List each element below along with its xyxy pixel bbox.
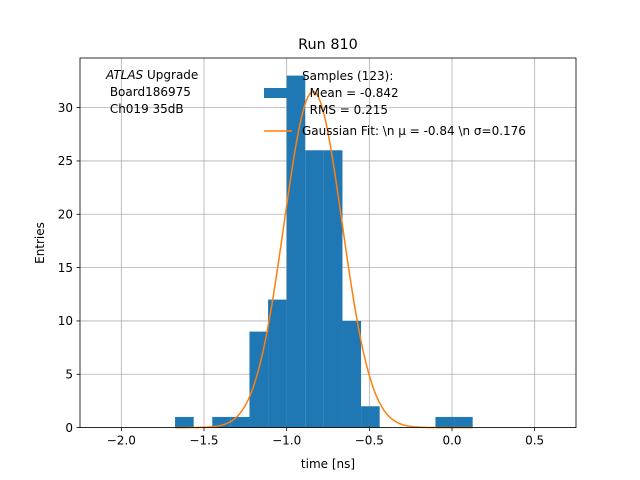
- legend: Samples (123): Mean = -0.842 RMS = 0.215…: [264, 69, 526, 138]
- x-tick-label-1: −1.5: [189, 434, 218, 448]
- atlas-label: ATLAS Upgrade: [105, 68, 198, 82]
- histogram-bars: [175, 75, 473, 428]
- chart-title: Run 810: [298, 37, 358, 53]
- histogram-bar-15: [454, 416, 473, 428]
- y-tick-label-1: 5: [65, 368, 73, 382]
- histogram-bar-9: [342, 320, 362, 428]
- x-axis-label: time [ns]: [301, 457, 355, 471]
- legend-samples-line-1: Samples (123):: [302, 69, 393, 83]
- x-tick-label-0: −2.0: [107, 434, 136, 448]
- histogram-bar-7: [305, 150, 324, 428]
- histogram-bar-2: [212, 416, 231, 428]
- y-tick-label-0: 0: [65, 421, 73, 435]
- atlas-italic: ATLAS: [105, 68, 144, 82]
- histogram-bar-3: [230, 416, 250, 428]
- x-tick-label-3: −0.5: [355, 434, 384, 448]
- x-tick-label-4: 0.0: [442, 434, 461, 448]
- channel-label: Ch019 35dB: [106, 102, 184, 116]
- atlas-annotation: ATLAS Upgrade Board186975 Ch019 35dB: [105, 68, 198, 116]
- x-tick-label-5: 0.5: [525, 434, 544, 448]
- y-tick-label-3: 15: [58, 261, 73, 275]
- plot-frame: [79, 57, 577, 429]
- legend-fit-label: Gaussian Fit: \n μ = -0.84 \n σ=0.176: [302, 124, 526, 138]
- legend-samples-swatch: [264, 88, 292, 98]
- histogram-bar-8: [323, 150, 343, 428]
- y-tick-label-5: 25: [58, 154, 73, 168]
- y-tick-label-4: 20: [58, 208, 73, 222]
- histogram-bar-0: [175, 416, 194, 428]
- histogram-bar-4: [249, 331, 269, 428]
- histogram-bar-6: [286, 75, 306, 428]
- legend-samples-line-2: Mean = -0.842: [302, 86, 399, 100]
- histogram-bar-10: [361, 406, 380, 428]
- atlas-upgrade: Upgrade: [143, 68, 198, 82]
- y-axis-ticks: 0 5 10 15 20 25 30: [58, 101, 80, 435]
- x-axis-ticks: −2.0 −1.5 −1.0 −0.5 0.0 0.5: [107, 427, 544, 448]
- y-axis-label: Entries: [33, 222, 47, 264]
- board-label: Board186975: [106, 85, 191, 99]
- histogram-bar-5: [268, 299, 287, 428]
- y-tick-label-6: 30: [58, 101, 73, 115]
- legend-samples-line-3: RMS = 0.215: [302, 103, 388, 117]
- histogram-bar-14: [435, 416, 455, 428]
- y-tick-label-2: 10: [58, 314, 73, 328]
- x-tick-label-2: −1.0: [272, 434, 301, 448]
